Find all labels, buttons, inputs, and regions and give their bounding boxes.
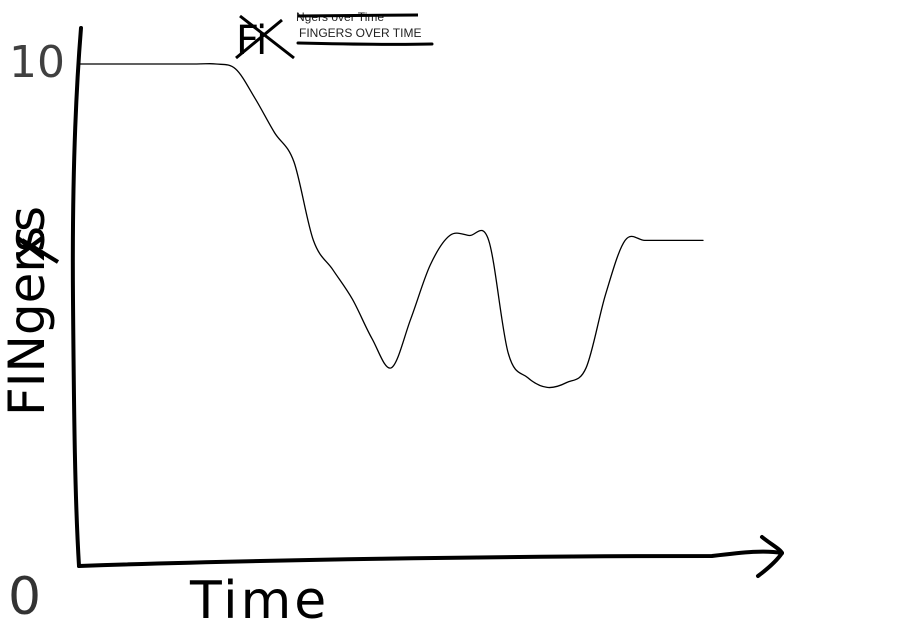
data-point-11 (352, 299, 353, 300)
title-underline (296, 41, 434, 46)
data-point-22 (566, 382, 567, 383)
data-point-3 (196, 63, 197, 64)
data-point-19 (508, 353, 509, 354)
data-point-0 (79, 63, 80, 64)
y-axis-label: FINgers (0, 226, 56, 416)
data-point-2 (157, 63, 158, 64)
data-point-5 (235, 68, 236, 69)
data-point-1 (118, 63, 119, 64)
data-point-24 (605, 294, 606, 295)
y-tick-label-bottom: 0 (8, 567, 41, 627)
data-point-23 (586, 367, 587, 368)
y-tick-label-top: 10 (9, 37, 65, 88)
y-axis-label-end: s (0, 206, 56, 232)
data-point-8 (293, 161, 294, 162)
data-point-28 (702, 240, 703, 241)
title-scribble-cross (235, 14, 295, 60)
title-strike-line (297, 13, 419, 18)
data-point-18 (488, 240, 489, 241)
x-axis (77, 549, 784, 568)
data-point-26 (644, 240, 645, 241)
data-point-17 (469, 235, 470, 236)
y-label-strike (20, 238, 60, 264)
series-line (79, 62, 704, 389)
data-point-27 (663, 240, 664, 241)
data-point-21 (547, 387, 548, 388)
data-point-20 (527, 377, 528, 378)
data-point-16 (449, 235, 450, 236)
data-point-14 (410, 318, 411, 319)
data-point-10 (332, 269, 333, 270)
data-point-13 (391, 367, 392, 368)
data-point-7 (274, 132, 275, 133)
data-point-15 (430, 264, 431, 265)
data-point-6 (254, 98, 255, 99)
x-axis-label: Time (189, 571, 329, 631)
chart-title: FINGERS OVER TIME (299, 26, 421, 40)
data-point-9 (313, 240, 314, 241)
data-point-25 (625, 240, 626, 241)
x-axis-arrowhead (756, 535, 784, 578)
y-axis (70, 26, 83, 568)
data-point-4 (215, 63, 216, 64)
data-point-12 (371, 338, 372, 339)
